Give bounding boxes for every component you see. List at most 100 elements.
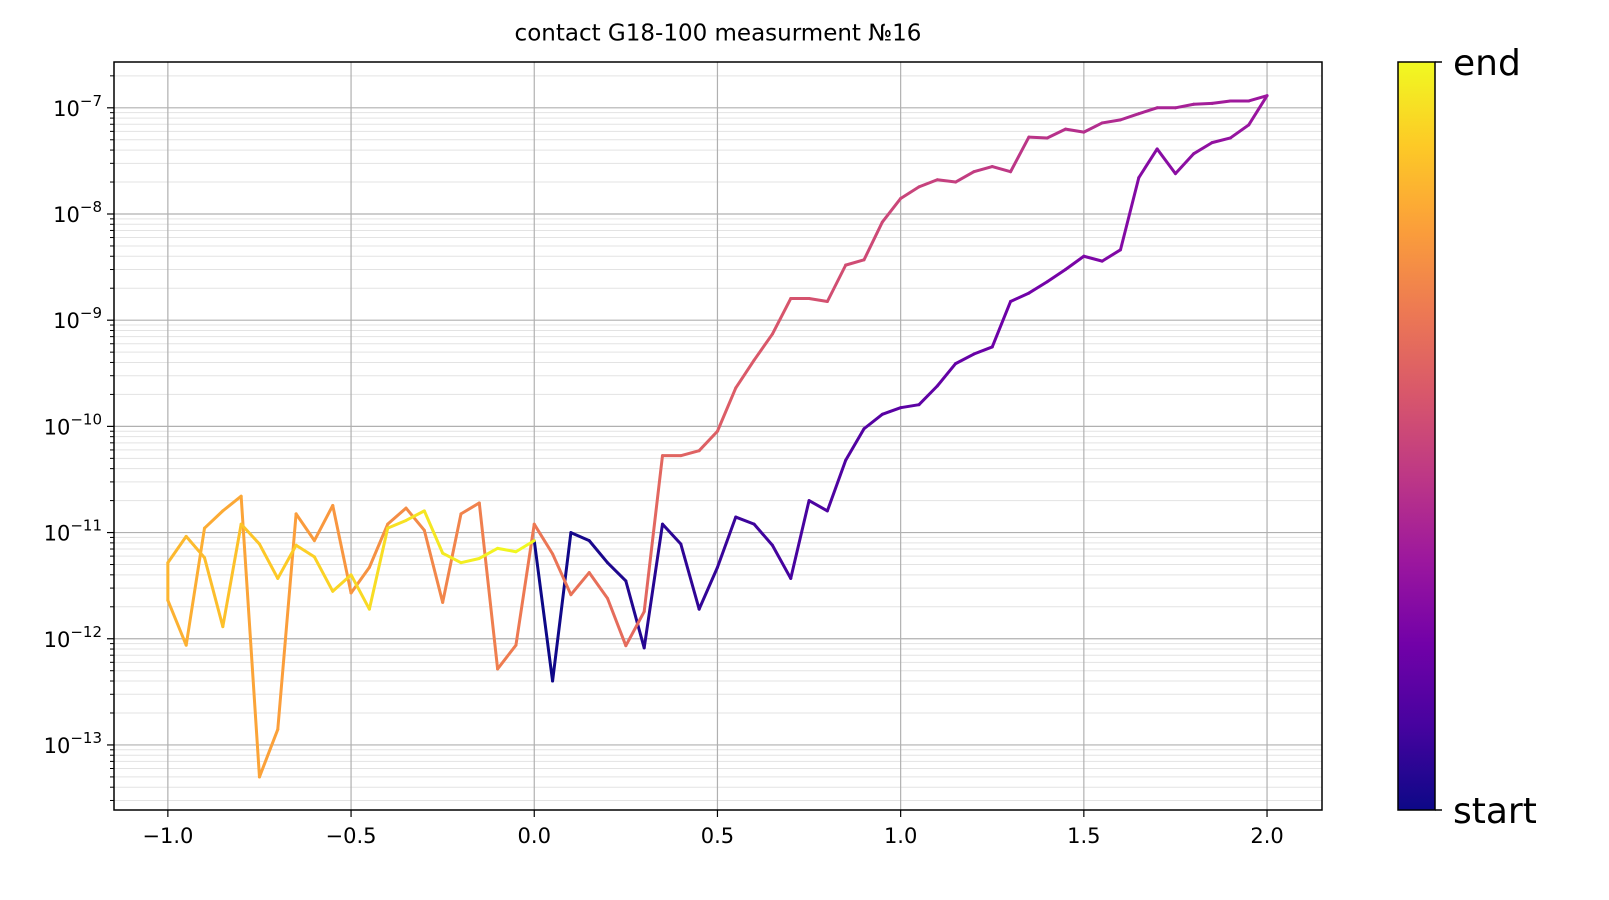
- y-tick-label: 10−12: [44, 623, 102, 652]
- y-tick-base: 10: [44, 522, 71, 546]
- y-tick-base: 10: [44, 628, 71, 652]
- line-segment: [202, 556, 225, 629]
- line-segment: [1192, 141, 1214, 156]
- line-segment: [404, 509, 426, 522]
- line-segment: [514, 522, 536, 647]
- line-segment: [1064, 127, 1086, 134]
- line-segment: [697, 565, 719, 611]
- y-tick-label: 10−8: [53, 198, 102, 227]
- line-segment: [367, 526, 390, 611]
- line-segment: [606, 561, 628, 583]
- line-segment: [954, 170, 976, 184]
- x-tick-label: 0.0: [518, 824, 551, 848]
- line-segment: [624, 579, 646, 650]
- y-tick-base: 10: [44, 734, 71, 758]
- line-segment: [734, 515, 756, 526]
- line-segment: [679, 449, 701, 458]
- line-segment: [1027, 135, 1049, 140]
- line-segment: [825, 263, 848, 303]
- line-segment: [239, 494, 261, 779]
- y-tick-exponent: −9: [80, 304, 102, 322]
- line-segment: [312, 503, 335, 543]
- y-tick-base: 10: [53, 309, 80, 333]
- line-segment: [587, 571, 610, 600]
- line-segment: [715, 515, 738, 569]
- line-segment: [1082, 121, 1104, 134]
- line-segment: [349, 573, 371, 611]
- line-segment: [551, 531, 573, 683]
- line-segment: [642, 454, 664, 614]
- line-segment: [1045, 268, 1068, 284]
- line-segment: [166, 534, 188, 565]
- line-segment: [752, 332, 774, 362]
- line-segment: [1173, 102, 1196, 110]
- x-tick-label: −1.0: [142, 824, 193, 848]
- line-segment: [1247, 94, 1269, 127]
- y-tick-exponent: −13: [70, 729, 102, 747]
- line-segment: [367, 522, 390, 569]
- line-segment: [569, 571, 591, 597]
- line-segment: [441, 551, 463, 565]
- line-segment: [404, 506, 426, 532]
- line-segment: [1210, 99, 1232, 105]
- y-tick-exponent: −8: [80, 198, 102, 216]
- line-segment: [770, 297, 793, 336]
- line-segment: [880, 406, 903, 416]
- line-segment: [1118, 112, 1141, 122]
- line-segment: [184, 534, 206, 560]
- line-segment: [496, 643, 518, 671]
- line-segment: [660, 522, 683, 546]
- line-segment: [221, 522, 243, 629]
- line-segment: [477, 546, 500, 560]
- y-tick-exponent: −10: [70, 410, 102, 428]
- line-segment: [1137, 106, 1159, 116]
- line-segment: [862, 412, 884, 431]
- chart-title: contact G18-100 measurment №16: [515, 21, 922, 47]
- line-segment: [789, 499, 811, 580]
- line-segment: [1137, 147, 1159, 180]
- line-segment: [917, 384, 939, 407]
- line-segment: [1118, 176, 1141, 252]
- colorbar-label: end: [1453, 43, 1521, 84]
- line-segment: [496, 546, 518, 554]
- line-segment: [202, 509, 225, 530]
- colorbar: [1397, 61, 1436, 811]
- line-segment: [990, 299, 1013, 349]
- line-segment: [825, 458, 848, 513]
- line-segment: [276, 543, 298, 580]
- line-segment: [514, 539, 536, 554]
- line-segment: [459, 501, 481, 516]
- line-segment: [1100, 118, 1122, 125]
- line-segment: [532, 522, 555, 556]
- line-segment: [1009, 291, 1031, 303]
- y-tick-base: 10: [53, 203, 80, 227]
- line-segment: [587, 539, 610, 565]
- y-tick-exponent: −7: [80, 92, 102, 110]
- line-segment: [1027, 280, 1049, 295]
- line-segment: [972, 345, 994, 356]
- y-tick-label: 10−9: [53, 304, 102, 333]
- line-segment: [294, 512, 316, 543]
- line-segment: [166, 598, 188, 647]
- line-segment: [954, 352, 976, 366]
- line-segment: [551, 552, 573, 597]
- colorbar-label: start: [1453, 791, 1537, 832]
- x-tick-label: −0.5: [326, 824, 377, 848]
- x-tick-label: 1.0: [884, 824, 917, 848]
- line-segment: [1100, 248, 1122, 263]
- line-segment: [257, 727, 280, 779]
- line-segment: [606, 596, 628, 648]
- line-segment: [1064, 254, 1086, 272]
- line-segment: [1009, 135, 1031, 174]
- line-segment: [880, 196, 903, 224]
- y-tick-label: 10−11: [44, 517, 102, 546]
- line-segment: [679, 542, 701, 611]
- line-segment: [422, 528, 445, 604]
- line-segment: [935, 178, 958, 184]
- y-tick-base: 10: [53, 97, 80, 121]
- line-segment: [1228, 123, 1251, 140]
- line-segment: [807, 297, 829, 303]
- line-segment: [899, 185, 921, 200]
- line-segment: [422, 509, 445, 555]
